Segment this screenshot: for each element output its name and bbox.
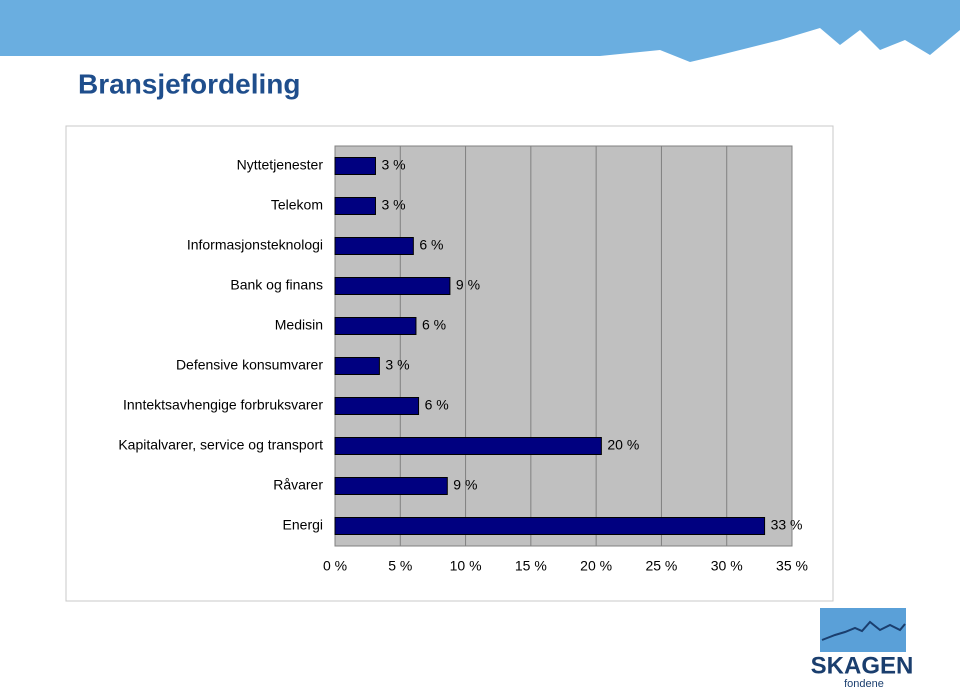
y-tick-label: Defensive konsumvarer	[176, 357, 323, 373]
value-label: 9 %	[456, 277, 480, 293]
bar	[334, 437, 602, 455]
x-tick-label: 15 %	[515, 558, 547, 574]
logo-name: SKAGEN	[811, 652, 914, 679]
bar	[334, 357, 380, 375]
value-label: 9 %	[453, 477, 477, 493]
y-tick-label: Bank og finans	[230, 277, 323, 293]
x-tick-label: 25 %	[645, 558, 677, 574]
value-label: 6 %	[422, 317, 446, 333]
value-label: 3 %	[381, 157, 405, 173]
slide-title: Bransjefordeling	[78, 68, 300, 99]
bar	[334, 317, 417, 335]
logo-sub: fondene	[844, 678, 884, 690]
logo-line	[821, 620, 906, 641]
y-tick-label: Kapitalvarer, service og transport	[118, 437, 323, 453]
x-tick-label: 30 %	[711, 558, 743, 574]
value-label: 3 %	[381, 197, 405, 213]
y-tick-label: Medisin	[275, 317, 323, 333]
y-tick-label: Informasjonsteknologi	[187, 237, 323, 253]
bar	[334, 517, 766, 535]
x-tick-label: 5 %	[388, 558, 412, 574]
bar	[334, 197, 376, 215]
bar	[334, 157, 376, 175]
x-tick-label: 20 %	[580, 558, 612, 574]
value-label: 20 %	[607, 437, 639, 453]
value-label: 6 %	[419, 237, 443, 253]
bar	[334, 237, 414, 255]
x-tick-label: 35 %	[776, 558, 808, 574]
value-label: 3 %	[385, 357, 409, 373]
bar	[334, 277, 451, 295]
y-tick-label: Telekom	[271, 197, 323, 213]
value-label: 6 %	[425, 397, 449, 413]
banner	[0, 0, 960, 62]
bar	[334, 477, 448, 495]
bar	[334, 397, 420, 415]
x-tick-label: 0 %	[323, 558, 347, 574]
logo: SKAGEN fondene	[811, 608, 914, 690]
y-tick-label: Råvarer	[273, 477, 323, 493]
value-label: 33 %	[771, 517, 803, 533]
y-tick-label: Energi	[283, 517, 323, 533]
y-tick-label: Inntektsavhengige forbruksvarer	[123, 397, 323, 413]
y-tick-label: Nyttetjenester	[237, 157, 324, 173]
x-tick-label: 10 %	[450, 558, 482, 574]
